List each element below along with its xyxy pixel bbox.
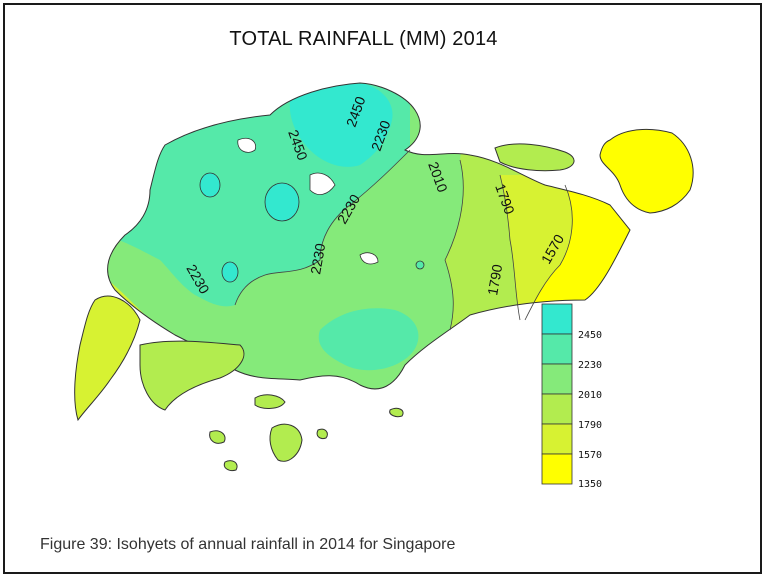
southern-islands [209, 394, 404, 471]
band-2230-south [318, 308, 419, 371]
main-island-outline [107, 82, 631, 390]
contour-label: 2230 [307, 242, 328, 276]
legend-swatch-2450 [541, 303, 573, 335]
southwest-islands [139, 340, 245, 411]
band-2450 [289, 83, 393, 167]
legend-swatch-2230 [541, 333, 573, 365]
pulau-ubin [494, 143, 575, 172]
pulau-tekong [599, 128, 694, 214]
legend-level: 2010 [578, 390, 602, 401]
legend-swatch-1350 [541, 453, 573, 485]
contour-label: 1790 [484, 263, 505, 297]
map-title: TOTAL RAINFALL (MM) 2014 [229, 28, 498, 50]
figure-caption: Figure 39: Isohyets of annual rainfall i… [40, 536, 456, 553]
legend-level: 1790 [578, 420, 602, 431]
legend-level: 2450 [578, 330, 602, 341]
legend-swatch-1570 [541, 423, 573, 455]
legend-level: 2230 [578, 360, 602, 371]
legend-level: 1350 [578, 479, 602, 490]
legend-swatch-2010 [541, 363, 573, 395]
legend-swatch-1790 [541, 393, 573, 425]
legend: 2450 2230 2010 1790 1570 1350 [541, 303, 602, 490]
western-island [74, 295, 141, 422]
isohyet-lines [234, 149, 573, 331]
legend-level: 1570 [578, 450, 602, 461]
